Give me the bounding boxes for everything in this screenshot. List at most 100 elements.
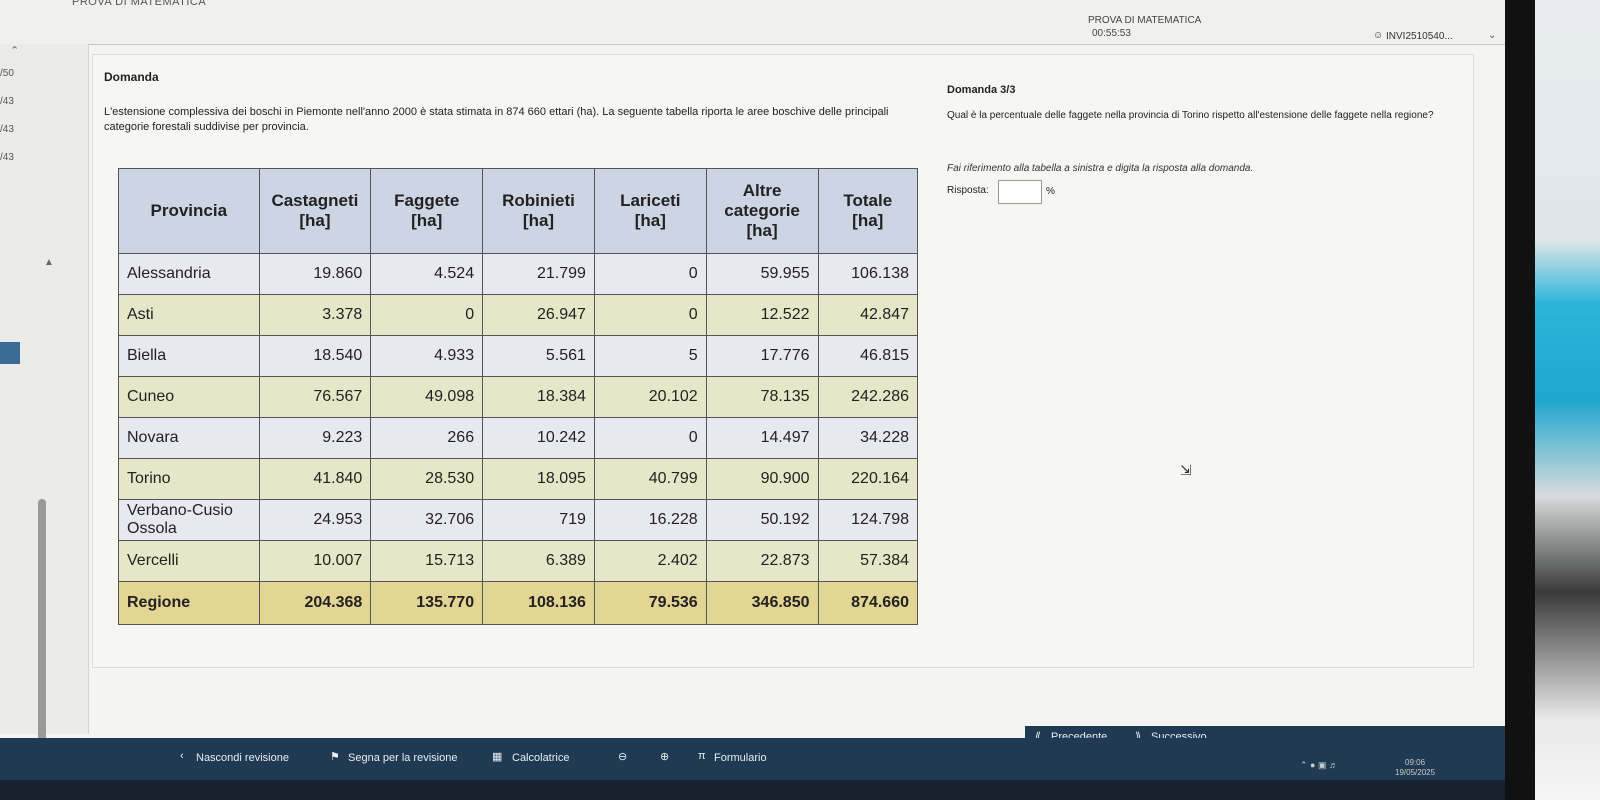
header-altre: Altre categorie [ha] [705, 168, 819, 254]
value-cell: 59.955 [705, 253, 819, 295]
value-cell: 21.799 [482, 253, 595, 295]
zoom-out-icon[interactable]: ⊖ [618, 751, 628, 763]
value-cell: 0 [593, 253, 707, 295]
value-cell: 16.228 [593, 499, 707, 541]
answer-unit: % [1046, 186, 1055, 197]
chevron-up-icon[interactable]: ⌃ [10, 45, 20, 57]
province-cell: Alessandria [118, 253, 260, 295]
header-faggete: Faggete [ha] [370, 168, 484, 254]
value-cell: 5.561 [482, 335, 595, 377]
value-cell: 18.095 [482, 458, 595, 500]
app-title: PROVA DI MATEMATICA [72, 0, 207, 8]
value-cell: 14.497 [705, 417, 819, 459]
bottom-toolbar: ‹ Nascondi revisione ⚑ Segna per la revi… [0, 738, 1505, 780]
value-cell: 40.799 [593, 458, 707, 500]
total-value-cell: 135.770 [370, 581, 484, 625]
value-cell: 3.378 [258, 294, 372, 336]
header-provincia: Provincia [118, 168, 260, 254]
os-taskbar: ⌃ ● ▣ ♬ 09:06 19/05/2025 [0, 758, 1505, 800]
table-row: Cuneo 76.567 49.098 18.384 20.102 78.135 242.2… [118, 376, 918, 418]
left-item[interactable]: /43 [0, 152, 14, 163]
value-cell: 46.815 [817, 335, 918, 377]
table-row: Novara 9.223 266 10.242 0 14.497 34.228 [118, 417, 918, 459]
value-cell: 266 [370, 417, 484, 459]
table-row: Biella 18.540 4.933 5.561 5 17.776 46.815 [118, 335, 918, 377]
province-cell: Verbano-Cusio Ossola [118, 499, 260, 541]
question-prompt: Qual è la percentuale delle faggete nell… [947, 110, 1434, 121]
header-lariceti: Lariceti [ha] [593, 168, 707, 254]
calculator-icon[interactable]: ▦ [492, 751, 503, 763]
hide-review-button[interactable]: Nascondi revisione [196, 752, 289, 764]
value-cell: 0 [593, 294, 707, 336]
province-cell: Biella [118, 335, 260, 377]
caret-up-icon[interactable]: ▲ [44, 257, 54, 268]
value-cell: 41.840 [258, 458, 372, 500]
province-cell: Novara [118, 417, 260, 459]
value-cell: 22.873 [705, 540, 819, 582]
value-cell: 24.953 [258, 499, 372, 541]
next-icon[interactable]: ⟫ [1135, 731, 1142, 743]
background-scene [1535, 0, 1600, 800]
tray-icons[interactable]: ⌃ ● ▣ ♬ [1300, 760, 1338, 770]
value-cell: 32.706 [370, 499, 484, 541]
instruction-text: Fai riferimento alla tabella a sinistra … [947, 163, 1254, 174]
left-item[interactable]: /43 [0, 96, 14, 107]
value-cell: 220.164 [817, 458, 918, 500]
table-row: Torino 41.840 28.530 18.095 40.799 90.900 220.… [118, 458, 918, 500]
province-cell: Vercelli [118, 540, 260, 582]
forest-table: Provincia Castagneti [ha] Faggete [ha] R… [118, 168, 918, 625]
zoom-in-icon[interactable]: ⊕ [660, 751, 670, 763]
total-value-cell: 346.850 [705, 581, 819, 625]
monitor-bezel [1505, 0, 1535, 800]
header-totale: Totale [ha] [817, 168, 918, 254]
value-cell: 76.567 [258, 376, 372, 418]
value-cell: 0 [370, 294, 484, 336]
value-cell: 4.933 [370, 335, 484, 377]
left-item[interactable]: /43 [0, 124, 14, 135]
timer: 00:55:53 [1092, 28, 1131, 39]
value-cell: 12.522 [705, 294, 819, 336]
value-cell: 2.402 [593, 540, 707, 582]
value-cell: 6.389 [482, 540, 595, 582]
clock-date: 19/05/2025 [1395, 768, 1436, 777]
value-cell: 17.776 [705, 335, 819, 377]
value-cell: 106.138 [817, 253, 918, 295]
value-cell: 20.102 [593, 376, 707, 418]
value-cell: 18.540 [258, 335, 372, 377]
left-item[interactable]: /50 [0, 68, 14, 79]
province-cell: Cuneo [118, 376, 260, 418]
value-cell: 15.713 [370, 540, 484, 582]
mouse-cursor-icon: ⇲ [1180, 462, 1192, 478]
clock-time: 09:06 [1405, 758, 1426, 767]
value-cell: 78.135 [705, 376, 819, 418]
question-label: Domanda [104, 70, 159, 84]
screen: PROVA DI MATEMATICA PROVA DI MATEMATICA … [0, 0, 1505, 800]
value-cell: 90.900 [705, 458, 819, 500]
user-icon: ☺ [1373, 30, 1384, 41]
active-marker [0, 342, 20, 364]
table-header-row: Provincia Castagneti [ha] Faggete [ha] R… [118, 168, 918, 254]
pi-icon[interactable]: π [698, 750, 706, 762]
value-cell: 9.223 [258, 417, 372, 459]
table-row: Vercelli 10.007 15.713 6.389 2.402 22.873 57.3… [118, 540, 918, 582]
chevron-left-icon[interactable]: ‹ [180, 750, 184, 762]
left-panel: ⌃ /50 /43 /43 /43 ▲ [0, 44, 89, 749]
question-text: L'estensione complessiva dei boschi in P… [104, 106, 889, 133]
total-value-cell: 204.368 [258, 581, 372, 625]
previous-icon[interactable]: ⟪ [1035, 731, 1042, 743]
value-cell: 719 [482, 499, 595, 541]
chevron-down-icon[interactable]: ⌄ [1488, 30, 1497, 41]
user-id[interactable]: INVI2510540... [1386, 31, 1453, 42]
flag-icon[interactable]: ⚑ [330, 751, 340, 763]
flag-review-button[interactable]: Segna per la revisione [348, 752, 458, 764]
answer-input[interactable] [998, 180, 1042, 204]
answer-label: Risposta: [947, 185, 989, 196]
formulary-button[interactable]: Formulario [714, 752, 767, 764]
value-cell: 19.860 [258, 253, 372, 295]
value-cell: 124.798 [817, 499, 918, 541]
exam-title: PROVA DI MATEMATICA [1088, 15, 1202, 26]
calculator-button[interactable]: Calcolatrice [512, 752, 570, 764]
total-value-cell: 874.660 [817, 581, 918, 625]
clock[interactable]: 09:06 19/05/2025 [1395, 758, 1435, 778]
scrollbar[interactable] [38, 499, 46, 749]
